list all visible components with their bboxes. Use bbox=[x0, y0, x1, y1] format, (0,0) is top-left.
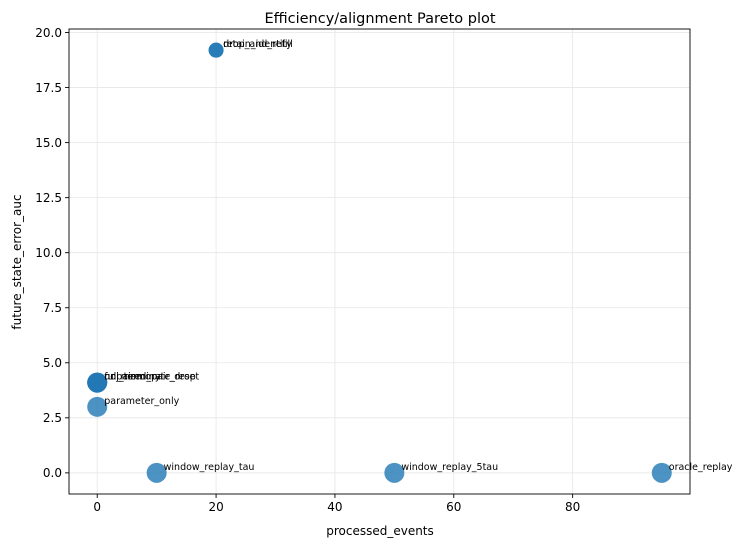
y-tick-label: 12.5 bbox=[35, 191, 62, 205]
point-label: full_terminate_reset bbox=[104, 372, 199, 383]
y-tick-label: 0.0 bbox=[43, 466, 62, 480]
data-point bbox=[208, 42, 224, 58]
point-label: parameter_only bbox=[104, 396, 179, 407]
y-tick-label: 20.0 bbox=[35, 26, 62, 40]
point-label: window_replay_5tau bbox=[401, 462, 498, 473]
data-point bbox=[384, 462, 405, 483]
y-tick-label: 10.0 bbox=[35, 246, 62, 260]
data-point bbox=[87, 396, 108, 417]
point-label: oracle_replay bbox=[669, 462, 733, 473]
y-axis-ticks: 0.0 2.5 5.0 7.5 10.0 12.5 15.0 17.5 20.0 bbox=[35, 26, 69, 480]
y-tick-label: 5.0 bbox=[43, 356, 62, 370]
data-point bbox=[146, 462, 167, 483]
point-label: window_replay_tau bbox=[164, 462, 255, 473]
y-tick-label: 15.0 bbox=[35, 136, 62, 150]
data-point bbox=[651, 462, 672, 483]
x-axis-ticks: 0 20 40 60 80 bbox=[93, 494, 580, 514]
x-axis-label: processed_events bbox=[326, 524, 434, 538]
chart-title: Efficiency/alignment Pareto plot bbox=[264, 11, 495, 27]
x-tick-label: 40 bbox=[327, 500, 342, 514]
x-tick-label: 80 bbox=[565, 500, 580, 514]
grid-lines bbox=[69, 29, 690, 494]
x-tick-label: 0 bbox=[93, 500, 101, 514]
y-tick-label: 7.5 bbox=[43, 301, 62, 315]
data-points bbox=[87, 42, 672, 483]
data-point bbox=[87, 372, 108, 393]
y-tick-label: 17.5 bbox=[35, 81, 62, 95]
point-label: no_memory bbox=[104, 372, 161, 383]
y-axis-label: future_state_error_auc bbox=[10, 194, 24, 329]
point-label: unpaired_pair_drop bbox=[104, 372, 196, 383]
x-tick-label: 60 bbox=[446, 500, 461, 514]
x-tick-label: 20 bbox=[208, 500, 223, 514]
point-label: drop_and_refill bbox=[223, 39, 293, 50]
point-label: retain_identity bbox=[223, 39, 292, 50]
plot-frame bbox=[68, 28, 691, 495]
y-tick-label: 2.5 bbox=[43, 411, 62, 425]
